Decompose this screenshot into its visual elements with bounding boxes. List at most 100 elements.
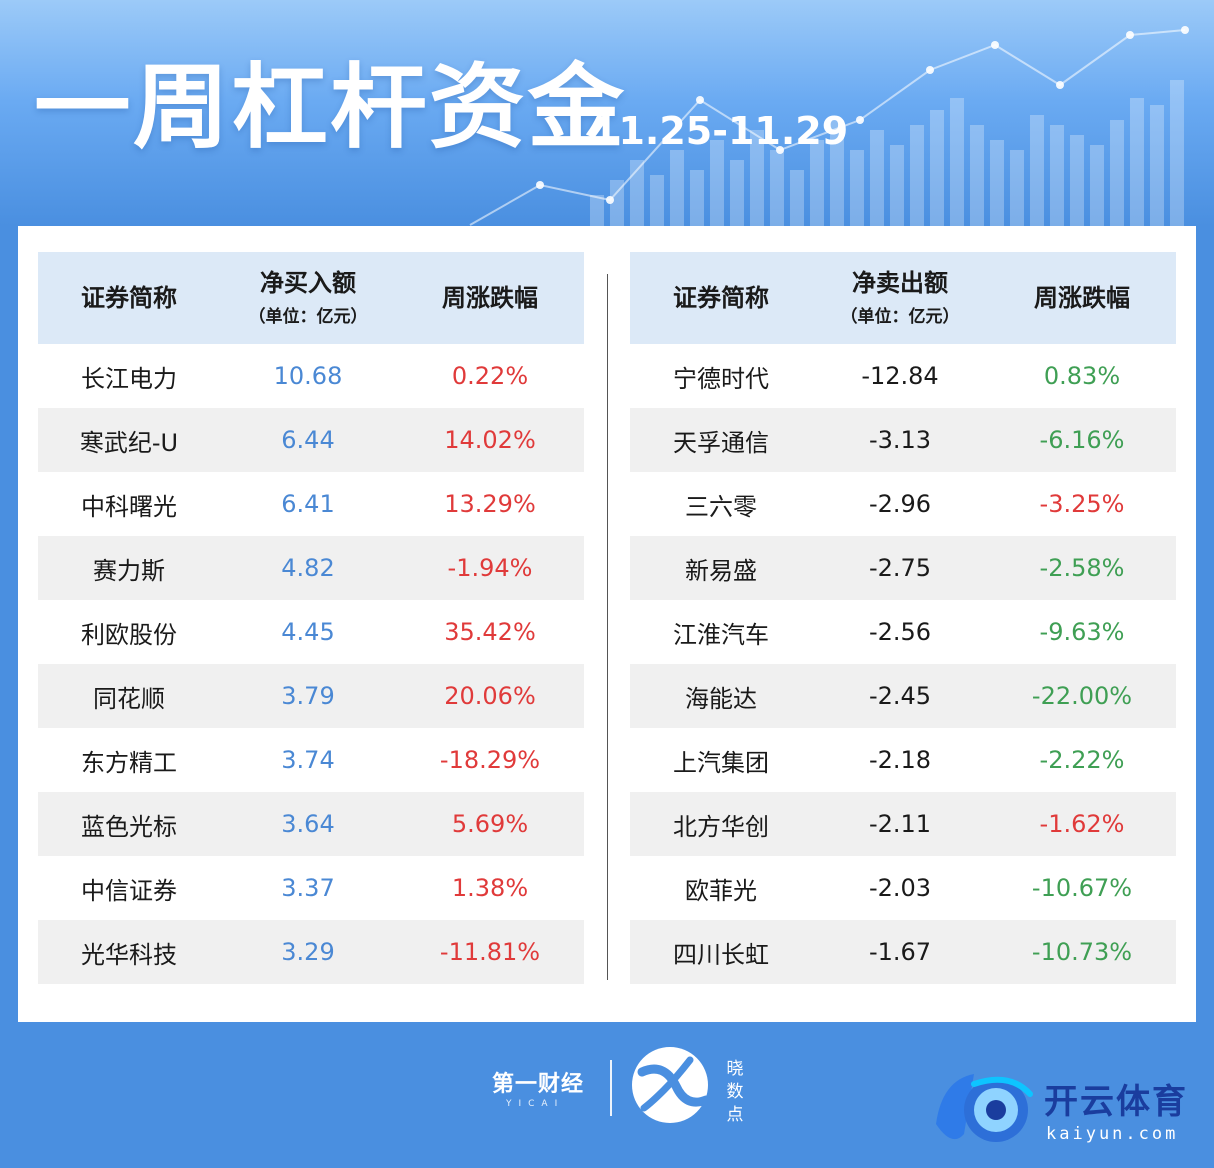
watermark-url: kaiyun.com [1046,1124,1179,1144]
table-row: 新易盛 -2.75 -2.58% [630,536,1176,600]
table-row: 中科曙光 6.41 13.29% [38,472,584,536]
kaiyun-ball-icon [936,1074,1033,1142]
col-header-name: 证券简称 [673,283,769,312]
weekly-change: -3.25% [1039,490,1125,518]
security-name: 利欧股份 [81,620,177,649]
col-header-amount: 净买入额 （单位：亿元） [220,269,396,327]
col-header-name: 证券简称 [81,283,177,312]
net-amount: -2.18 [868,746,932,774]
tables-card: 证券简称 净买入额 （单位：亿元） 周涨跌幅 长江电力 10.68 0.22% 寒武纪… [18,226,1196,1022]
net-amount: 6.44 [281,426,335,454]
net-amount: 10.68 [273,362,343,390]
table-row: 赛力斯 4.82 -1.94% [38,536,584,600]
net-amount: -2.45 [868,682,932,710]
table-row: 欧菲光 -2.03 -10.67% [630,856,1176,920]
table-row: 同花顺 3.79 20.06% [38,664,584,728]
net-amount: 3.64 [281,810,335,838]
weekly-change: 1.38% [451,874,529,902]
security-name: 上汽集团 [673,748,769,777]
weekly-change: -9.63% [1039,618,1125,646]
net-amount: -2.96 [868,490,932,518]
logo-separator [610,1060,612,1116]
security-name: 宁德时代 [673,364,769,393]
table-row: 江淮汽车 -2.56 -9.63% [630,600,1176,664]
weekly-change: 35.42% [444,618,536,646]
page-title: 一周杠杆资金 [34,54,627,161]
table-row: 中信证券 3.37 1.38% [38,856,584,920]
date-range: 11.25-11.29 [592,109,849,153]
net-amount: -2.03 [868,874,932,902]
weekly-change: 0.83% [1043,362,1121,390]
table-row: 上汽集团 -2.18 -2.22% [630,728,1176,792]
table-row: 四川长虹 -1.67 -10.73% [630,920,1176,984]
security-name: 天孚通信 [673,428,769,457]
net-amount: -3.13 [868,426,932,454]
security-name: 新易盛 [685,556,757,585]
col-header-amount: 净卖出额 （单位：亿元） [812,269,988,327]
security-name: 中信证券 [81,876,177,905]
weekly-change: -10.73% [1031,938,1133,966]
security-name: 长江电力 [81,364,177,393]
net-amount: -1.67 [868,938,932,966]
security-name: 中科曙光 [81,492,177,521]
net-amount: -2.75 [868,554,932,582]
net-sell-table: 证券简称 净卖出额 （单位：亿元） 周涨跌幅 宁德时代 -12.84 0.83% 天孚… [630,252,1176,984]
security-name: 光华科技 [81,940,177,969]
net-amount: 4.82 [281,554,335,582]
col-header-amount-label: 净卖出额 [852,269,948,298]
table-row: 寒武纪-U 6.44 14.02% [38,408,584,472]
net-amount: -12.84 [861,362,939,390]
security-name: 蓝色光标 [81,812,177,841]
net-buy-table: 证券简称 净买入额 （单位：亿元） 周涨跌幅 长江电力 10.68 0.22% 寒武纪… [38,252,584,984]
xs-swirl-icon [632,1047,711,1123]
xiao-char-3: 点 [726,1105,744,1125]
weekly-change: -6.16% [1039,426,1125,454]
security-name: 同花顺 [93,684,165,713]
col-header-amount-unit: （单位：亿元） [248,306,368,327]
security-name: 三六零 [685,492,757,521]
yicai-logo-subtext: YICAI [506,1099,565,1109]
net-amount: 3.79 [281,682,335,710]
security-name: 欧菲光 [685,876,757,905]
weekly-change: 20.06% [444,682,536,710]
weekly-change: -10.67% [1031,874,1133,902]
table-body: 长江电力 10.68 0.22% 寒武纪-U 6.44 14.02% 中科曙光 6.41 13.… [38,344,584,984]
net-amount: 3.74 [281,746,335,774]
table-row: 光华科技 3.29 -11.81% [38,920,584,984]
table-row: 海能达 -2.45 -22.00% [630,664,1176,728]
xiao-shu-dian-text: 晓 数 点 [724,1058,746,1127]
weekly-change: -11.81% [439,938,541,966]
weekly-change: 13.29% [444,490,536,518]
weekly-change: -22.00% [1031,682,1133,710]
table-row: 东方精工 3.74 -18.29% [38,728,584,792]
weekly-change: -1.94% [447,554,533,582]
xiao-char-2: 数 [726,1082,744,1102]
table-row: 北方华创 -2.11 -1.62% [630,792,1176,856]
table-row: 三六零 -2.96 -3.25% [630,472,1176,536]
security-name: 四川长虹 [673,940,769,969]
weekly-change: -2.58% [1039,554,1125,582]
net-amount: -2.56 [868,618,932,646]
rising-chart-decoration [469,26,1189,226]
table-header: 证券简称 净买入额 （单位：亿元） 周涨跌幅 [38,252,584,344]
table-row: 利欧股份 4.45 35.42% [38,600,584,664]
col-header-change: 周涨跌幅 [442,283,538,312]
net-amount: -2.11 [868,810,932,838]
security-name: 赛力斯 [93,556,165,585]
security-name: 寒武纪-U [79,428,179,457]
weekly-change: -2.22% [1039,746,1125,774]
net-amount: 4.45 [281,618,335,646]
table-header: 证券简称 净卖出额 （单位：亿元） 周涨跌幅 [630,252,1176,344]
watermark-name: 开云体育 [1044,1082,1188,1122]
net-amount: 3.29 [281,938,335,966]
col-header-change: 周涨跌幅 [1034,283,1130,312]
net-amount: 6.41 [281,490,335,518]
security-name: 江淮汽车 [673,620,769,649]
security-name: 北方华创 [673,812,769,841]
security-name: 海能达 [685,684,757,713]
yicai-logo-text: 第一财经 [492,1072,585,1097]
table-row: 宁德时代 -12.84 0.83% [630,344,1176,408]
weekly-change: -18.29% [439,746,541,774]
banner-header: 一周杠杆资金 11.25-11.29 [0,0,1214,226]
net-amount: 3.37 [281,874,335,902]
